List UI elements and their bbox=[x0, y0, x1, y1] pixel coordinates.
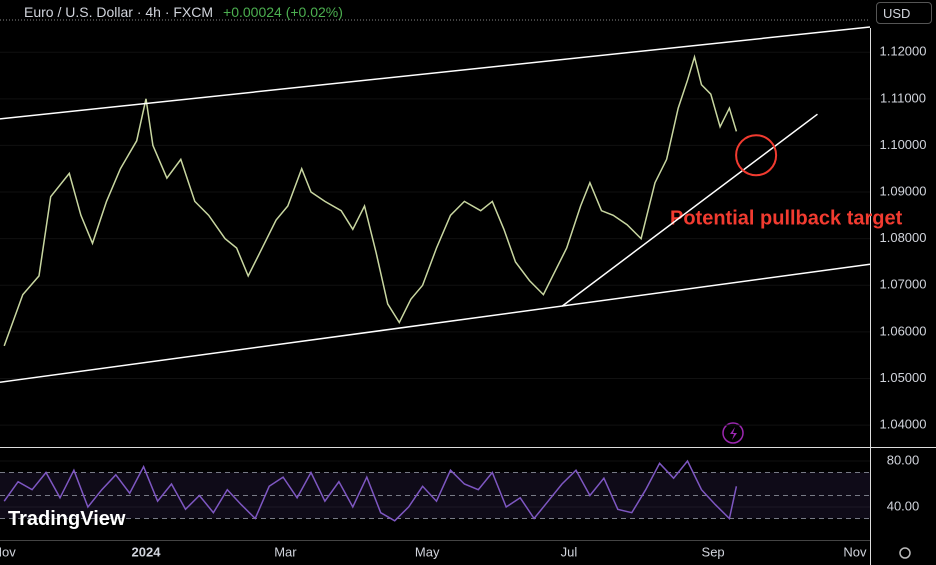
y-tick-label: 1.04000 bbox=[880, 417, 927, 432]
y-tick-label: 1.11000 bbox=[880, 90, 926, 105]
y-tick-label: 1.07000 bbox=[880, 277, 927, 292]
y-tick-label: 1.05000 bbox=[880, 370, 927, 385]
event-icon[interactable] bbox=[722, 422, 744, 444]
settings-icon[interactable] bbox=[899, 547, 911, 559]
y-tick-label: 1.08000 bbox=[880, 230, 927, 245]
y-tick-label: 1.06000 bbox=[880, 323, 927, 338]
y-tick-label: 1.12000 bbox=[880, 44, 927, 59]
target-circle bbox=[735, 134, 778, 177]
trendline bbox=[0, 263, 871, 383]
x-tick-label: Mar bbox=[274, 544, 297, 559]
rsi-panel bbox=[0, 449, 870, 540]
event-bolt bbox=[730, 427, 737, 440]
trendline bbox=[0, 26, 871, 120]
x-tick-label: Nov bbox=[0, 544, 16, 559]
y-tick-label: 1.09000 bbox=[880, 183, 927, 198]
x-tick-label: 2024 bbox=[132, 544, 162, 559]
x-tick-label: Jul bbox=[561, 544, 578, 559]
symbol: Euro / U.S. Dollar · 4h · FXCM bbox=[24, 4, 214, 20]
series-line bbox=[3, 54, 738, 347]
series-line bbox=[3, 459, 738, 522]
y-tick-label: 80.00 bbox=[887, 452, 920, 467]
y-tick-label: 40.00 bbox=[887, 498, 920, 513]
symbol-header[interactable]: Euro / U.S. Dollar · 4h · FXCM +0.00024 (… bbox=[24, 4, 343, 20]
price-change: +0.00024 (+0.02%) bbox=[223, 4, 343, 20]
annotation: Potential pullback target bbox=[670, 207, 903, 229]
logo: TradingView bbox=[8, 508, 126, 530]
currency-button[interactable]: USD bbox=[876, 2, 932, 24]
x-tick-label: May bbox=[415, 544, 440, 559]
y-tick-label: 1.10000 bbox=[880, 137, 927, 152]
x-tick-label: Nov bbox=[843, 544, 867, 559]
x-tick-label: Sep bbox=[702, 544, 725, 559]
